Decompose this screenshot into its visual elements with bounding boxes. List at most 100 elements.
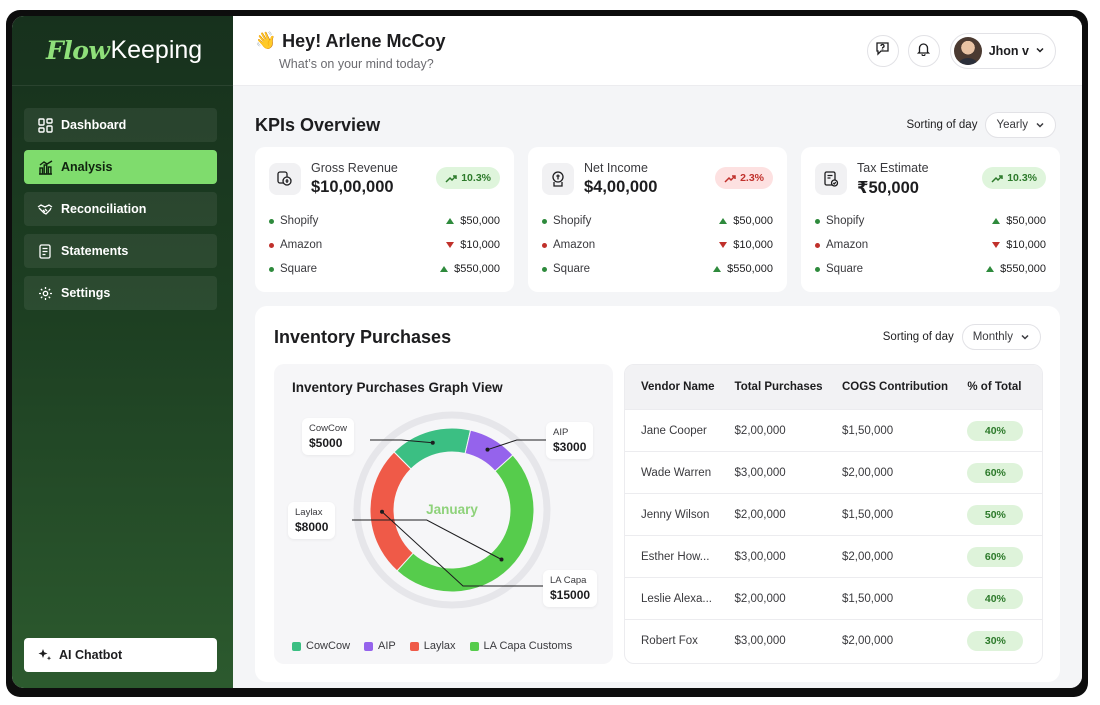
column-header[interactable]: COGS Contribution bbox=[842, 381, 949, 393]
vendor-name: Jenny Wilson bbox=[641, 508, 710, 521]
donut-chart bbox=[352, 411, 551, 609]
status-dot bbox=[542, 266, 547, 272]
kpi-line: Square $550,000 bbox=[542, 257, 773, 281]
ai-chatbot-button[interactable]: AI Chatbot bbox=[24, 638, 217, 672]
kpi-name: Gross Revenue bbox=[311, 161, 398, 175]
table-row[interactable]: Esther How... $3,00,000 $2,00,000 60% bbox=[625, 535, 1042, 577]
vendor-table: Vendor Name Total Purchases COGS Contrib… bbox=[624, 364, 1043, 664]
revenue-icon bbox=[269, 163, 301, 195]
notifications-button[interactable] bbox=[907, 34, 940, 67]
callout-leader-line bbox=[381, 511, 544, 587]
total-purchases: $2,00,000 bbox=[734, 508, 786, 521]
document-icon bbox=[37, 243, 53, 259]
kpi-line-source: Amazon bbox=[280, 239, 323, 251]
kpi-sort-label: Sorting of day bbox=[906, 119, 978, 131]
sparkle-icon bbox=[38, 648, 52, 662]
kpi-line: Shopify $50,000 bbox=[269, 209, 500, 233]
income-icon bbox=[542, 163, 574, 195]
kpi-line: Amazon $10,000 bbox=[542, 233, 773, 257]
inventory-sort-value: Monthly bbox=[972, 331, 1013, 343]
sidebar-item-reconciliation[interactable]: Reconciliation bbox=[24, 192, 217, 226]
table-row[interactable]: Jane Cooper $2,00,000 $1,50,000 40% bbox=[625, 409, 1042, 451]
callout-label: Laylax bbox=[295, 507, 323, 518]
user-menu[interactable]: Jhon v bbox=[949, 32, 1056, 69]
help-button[interactable] bbox=[866, 34, 899, 67]
kpi-card-gross-revenue[interactable]: Gross Revenue $10,00,000 10.3% Shopify $5… bbox=[255, 147, 514, 292]
column-header[interactable]: Vendor Name bbox=[641, 381, 715, 393]
kpi-line-amount: $50,000 bbox=[733, 215, 773, 227]
dashboard-icon bbox=[37, 117, 53, 133]
table-row[interactable]: Wade Warren $3,00,000 $2,00,000 60% bbox=[625, 451, 1042, 493]
kpi-line: Shopify $50,000 bbox=[815, 209, 1046, 233]
status-dot bbox=[815, 242, 820, 248]
gear-icon bbox=[37, 285, 53, 301]
callout-anchor-dot bbox=[380, 509, 385, 514]
sidebar-item-settings[interactable]: Settings bbox=[24, 276, 217, 310]
inventory-header: Inventory Purchases Sorting of day Month… bbox=[274, 324, 1041, 350]
table-row[interactable]: Robert Fox $3,00,000 $2,00,000 30% bbox=[625, 619, 1042, 661]
kpi-line: Square $550,000 bbox=[815, 257, 1046, 281]
status-dot bbox=[815, 266, 820, 272]
cogs-contribution: $1,50,000 bbox=[842, 592, 894, 605]
legend-label: LA Capa Customs bbox=[483, 640, 573, 652]
kpi-value: $10,00,000 bbox=[311, 178, 394, 196]
kpi-cards: Gross Revenue $10,00,000 10.3% Shopify $5… bbox=[255, 147, 1060, 292]
kpi-card-tax-estimate[interactable]: Tax Estimate ₹50,000 10.3% Shopify $50,00… bbox=[801, 147, 1060, 292]
vendor-name: Jane Cooper bbox=[641, 424, 707, 437]
inventory-sort-dropdown[interactable]: Monthly bbox=[961, 324, 1041, 350]
chevron-down-icon bbox=[1020, 332, 1030, 342]
sidebar: Flow Keeping Dashboard Analysis Reconcili… bbox=[12, 16, 233, 688]
greeting-text: Hey! Arlene McCoy bbox=[282, 30, 446, 51]
triangle-up-icon bbox=[719, 218, 728, 224]
user-name: Jhon v bbox=[988, 43, 1029, 58]
cogs-contribution: $2,00,000 bbox=[842, 634, 894, 647]
legend-item: LA Capa Customs bbox=[469, 640, 573, 652]
triangle-down-icon bbox=[719, 242, 728, 248]
table-row[interactable]: Jenny Wilson $2,00,000 $1,50,000 50% bbox=[625, 493, 1042, 535]
donut-slice-laylax[interactable] bbox=[369, 451, 414, 572]
legend-label: Laylax bbox=[423, 640, 456, 652]
status-dot bbox=[542, 242, 547, 248]
handshake-icon bbox=[37, 201, 53, 217]
status-dot bbox=[269, 266, 274, 272]
sidebar-item-statements[interactable]: Statements bbox=[24, 234, 217, 268]
sidebar-nav: Dashboard Analysis Reconciliation Statem… bbox=[24, 108, 217, 318]
donut-slice-la-capa[interactable] bbox=[396, 454, 535, 593]
callout-label: LA Capa bbox=[550, 575, 587, 586]
column-header[interactable]: Total Purchases bbox=[734, 381, 823, 393]
sidebar-item-analysis[interactable]: Analysis bbox=[24, 150, 217, 184]
kpi-sort-value: Yearly bbox=[996, 119, 1028, 131]
kpi-breakdown: Shopify $50,000 Amazon $10,000 Square $550,… bbox=[815, 209, 1046, 281]
kpi-sort-dropdown[interactable]: Yearly bbox=[985, 112, 1056, 138]
percent-badge: 60% bbox=[967, 546, 1024, 567]
callout-value: $15000 bbox=[550, 588, 591, 602]
table-row[interactable]: Leslie Alexa... $2,00,000 $1,50,000 40% bbox=[625, 577, 1042, 619]
kpi-card-net-income[interactable]: Net Income $4,00,000 2.3% Shopify $50,000… bbox=[528, 147, 787, 292]
total-purchases: $3,00,000 bbox=[734, 550, 786, 563]
total-purchases: $3,00,000 bbox=[734, 634, 786, 647]
status-dot bbox=[815, 218, 820, 224]
sidebar-item-dashboard[interactable]: Dashboard bbox=[24, 108, 217, 142]
table-header: Vendor Name Total Purchases COGS Contrib… bbox=[625, 365, 1042, 409]
callout-aip: AIP $3000 bbox=[546, 422, 594, 459]
column-header[interactable]: % of Total bbox=[967, 381, 1022, 393]
total-purchases: $3,00,000 bbox=[734, 466, 786, 479]
kpi-line-amount: $10,000 bbox=[460, 239, 500, 251]
waving-hand-icon: 👋 bbox=[255, 31, 277, 50]
main-content: 👋 Hey! Arlene McCoy What’s on your mind … bbox=[233, 16, 1082, 688]
greeting-title: 👋 Hey! Arlene McCoy bbox=[255, 31, 446, 52]
vendor-name: Esther How... bbox=[641, 550, 710, 563]
brand-logo: Flow Keeping bbox=[12, 16, 233, 86]
app-window: Flow Keeping Dashboard Analysis Reconcili… bbox=[12, 16, 1082, 688]
percent-badge: 30% bbox=[967, 630, 1024, 651]
kpi-value: $4,00,000 bbox=[584, 178, 658, 196]
greeting-block: 👋 Hey! Arlene McCoy What’s on your mind … bbox=[255, 31, 446, 71]
kpi-line-source: Square bbox=[826, 263, 864, 275]
bell-icon bbox=[916, 41, 931, 61]
callout-leader-line bbox=[352, 519, 502, 560]
callout-label: AIP bbox=[553, 427, 569, 438]
kpi-line-source: Square bbox=[553, 263, 591, 275]
kpi-line-source: Shopify bbox=[553, 215, 592, 227]
status-dot bbox=[542, 218, 547, 224]
help-chat-icon bbox=[875, 41, 890, 61]
